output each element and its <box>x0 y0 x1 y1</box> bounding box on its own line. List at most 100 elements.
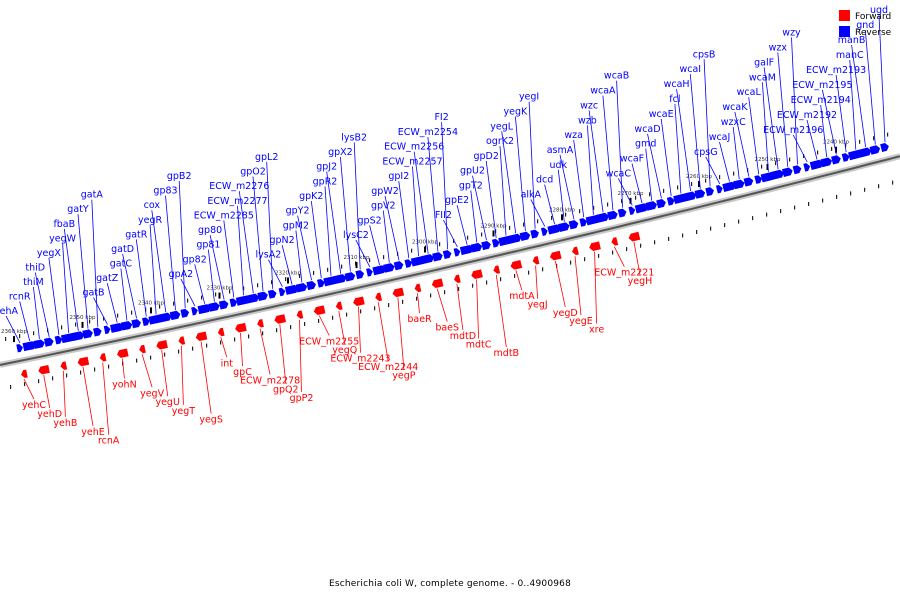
reverse-label-leader <box>48 257 60 335</box>
reverse-gene-label: gpA2 <box>169 269 194 280</box>
forward-label-leader <box>417 293 420 314</box>
lower-scale-dash <box>234 337 236 342</box>
upper-scale-dash <box>61 325 63 330</box>
forward-gene-feature <box>313 305 326 315</box>
forward-gene-label: ECW_m2278 <box>240 376 300 387</box>
upper-scale-dash <box>201 295 203 300</box>
kbp-tick-mark <box>287 277 289 284</box>
forward-gene-feature <box>628 231 641 242</box>
reverse-gene-feature <box>530 229 539 239</box>
forward-label-leader <box>82 366 94 426</box>
kbp-tick-mark <box>355 262 358 269</box>
upper-scale-dash <box>691 182 693 186</box>
reverse-label-leader <box>353 142 361 270</box>
kbp-tick-mark <box>13 336 15 343</box>
reverse-gene-feature <box>393 261 404 271</box>
reverse-gene-label: manC <box>836 50 864 61</box>
lower-scale-dash <box>528 270 530 275</box>
forward-label-leader <box>633 241 641 276</box>
reverse-gene-feature <box>705 187 714 197</box>
reverse-label-leader <box>616 80 623 208</box>
forward-gene-label: gpC <box>233 367 252 378</box>
legend-swatch-reverse <box>839 26 850 37</box>
upper-scale-dash <box>33 331 35 336</box>
forward-gene-label: ECW_m2255 <box>299 337 359 348</box>
lower-scale-dash <box>514 273 516 278</box>
reverse-gene-feature <box>306 280 316 291</box>
reverse-gene-feature <box>540 227 548 236</box>
reverse-gene-label: gpI2 <box>388 171 409 182</box>
reverse-gene-feature <box>628 206 636 215</box>
reverse-gene-label: gpB2 <box>167 171 192 182</box>
reverse-gene-feature <box>760 171 776 183</box>
lower-scale-dash <box>374 306 376 311</box>
forward-label-leader <box>161 350 169 397</box>
reverse-gene-feature <box>820 157 833 168</box>
kbp-tick-label: 2270 kbp <box>618 191 644 197</box>
forward-gene-label: yegU <box>155 397 179 408</box>
upper-scale-dash <box>761 164 763 169</box>
backbone-line <box>0 155 900 366</box>
reverse-gene-label: gatZ <box>96 273 119 284</box>
upper-scale-dash <box>649 192 651 197</box>
forward-gene-feature <box>77 356 90 367</box>
reverse-gene-feature <box>278 287 286 297</box>
reverse-gene-feature <box>683 191 697 202</box>
reverse-label-leader <box>281 245 293 285</box>
reverse-label-leader <box>326 171 342 274</box>
forward-label-leader <box>358 306 361 353</box>
reverse-label-leader <box>237 205 244 296</box>
reverse-gene-feature <box>421 254 435 264</box>
reverse-gene-label: gatY <box>67 204 89 215</box>
forward-gene-feature <box>38 364 50 375</box>
reverse-gene-feature <box>383 263 395 273</box>
forward-gene-feature <box>117 348 129 358</box>
lower-scale-dash <box>304 322 306 326</box>
reverse-gene-label: gpJ2 <box>316 162 337 173</box>
lower-scale-dash <box>10 385 12 389</box>
reverse-label-leader <box>864 30 876 145</box>
forward-gene-label: baeS <box>435 323 459 334</box>
reverse-gene-label: wzb <box>578 115 597 126</box>
reverse-gene-feature <box>54 335 63 345</box>
reverse-gene-feature <box>235 295 251 306</box>
reverse-label-leader <box>149 224 157 315</box>
reverse-gene-feature <box>579 218 588 227</box>
kbp-tick-mark <box>81 321 84 328</box>
reverse-gene-feature <box>442 250 452 260</box>
reverse-label-leader <box>5 315 21 344</box>
reverse-gene-feature <box>180 308 190 318</box>
lower-scale-dash <box>682 233 684 238</box>
reverse-gene-label: wcaD <box>634 124 660 135</box>
upper-scale-dash <box>635 195 637 200</box>
reverse-gene-label: ECW_m2285 <box>194 210 254 221</box>
reverse-gene-feature <box>148 314 163 325</box>
upper-scale-dash <box>831 146 833 151</box>
lower-scale-dash <box>444 290 446 295</box>
reverse-label-leader <box>515 116 526 232</box>
reverse-gene-label: gmd <box>635 139 656 150</box>
reverse-gene-label: gatA <box>81 190 104 201</box>
reverse-label-leader <box>398 181 410 259</box>
reverse-gene-feature <box>295 282 308 293</box>
reverse-gene-feature <box>459 245 474 256</box>
lower-scale-dash <box>80 370 82 375</box>
forward-gene-label: yegP <box>392 371 415 382</box>
upper-scale-dash <box>159 304 161 309</box>
forward-label-leader <box>141 354 153 388</box>
lower-scale-dash <box>780 209 782 214</box>
reverse-label-leader <box>777 52 789 167</box>
reverse-gene-label: asmA <box>547 145 574 156</box>
reverse-gene-feature <box>344 272 356 282</box>
forward-label-leader <box>613 246 625 267</box>
reverse-label-leader <box>645 148 653 201</box>
reverse-gene-label: wcaE <box>649 109 674 120</box>
reverse-gene-feature <box>694 189 706 199</box>
upper-scale-dash <box>579 209 581 214</box>
lower-scale-dash <box>178 349 180 354</box>
reverse-label-leader <box>208 249 215 302</box>
upper-scale-dash <box>789 157 791 162</box>
reverse-label-leader <box>34 272 50 337</box>
forward-gene-feature <box>414 283 422 293</box>
